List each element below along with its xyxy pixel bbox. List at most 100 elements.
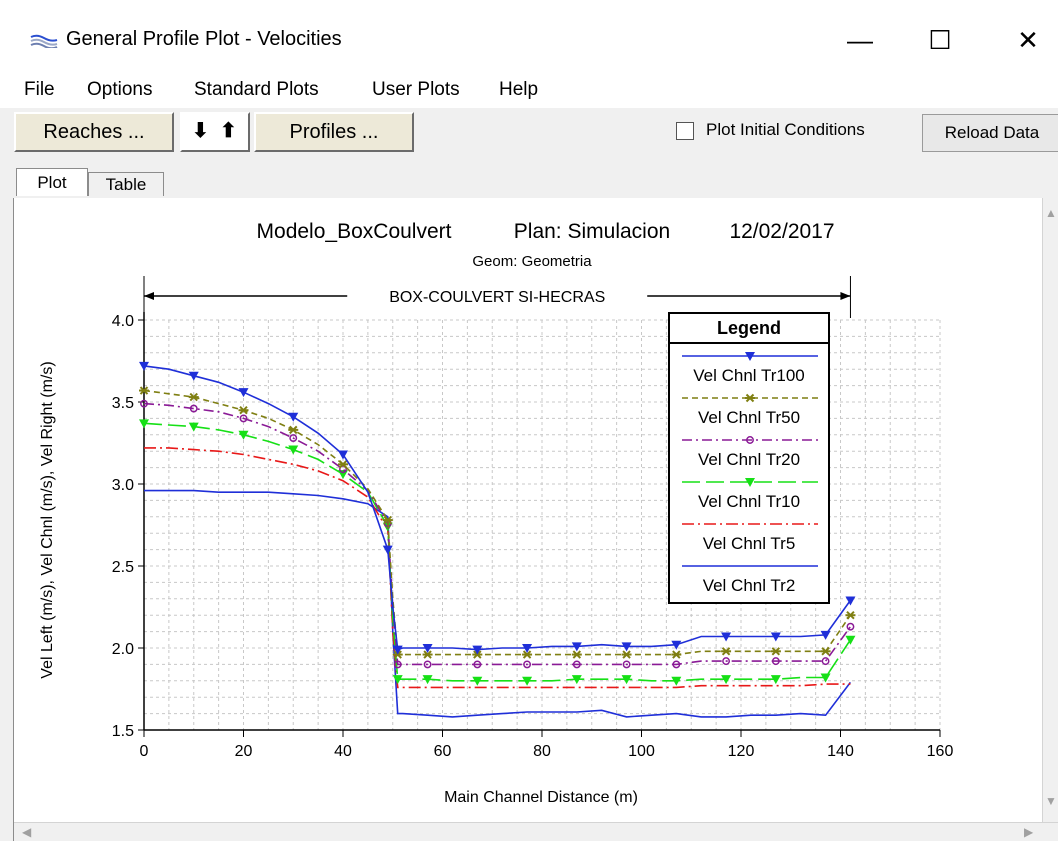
- legend-item-tr5: Vel Chnl Tr5: [674, 518, 824, 560]
- legend-item-tr20: Vel Chnl Tr20: [674, 434, 824, 476]
- star-stroke: [846, 610, 855, 620]
- data-point-tr10: [522, 676, 533, 686]
- x-tick-label: 80: [533, 743, 551, 760]
- minimize-button[interactable]: —: [847, 24, 873, 55]
- tab-plot[interactable]: Plot: [16, 168, 88, 196]
- legend-item-tr10: Vel Chnl Tr10: [674, 476, 824, 518]
- scroll-up-icon[interactable]: ▲: [1045, 206, 1057, 220]
- data-point-tr20: [339, 465, 347, 474]
- star-stroke: [622, 650, 631, 659]
- reach-arrow-right-icon: [840, 292, 851, 300]
- plot-initial-conditions-checkbox[interactable]: [676, 122, 694, 140]
- data-point-tr50: [338, 460, 348, 469]
- data-point-tr10: [472, 676, 483, 686]
- legend-label-tr50: Vel Chnl Tr50: [697, 408, 801, 427]
- data-point-tr10: [571, 675, 582, 685]
- menu-user-plots[interactable]: User Plots: [372, 79, 460, 100]
- series-line-tr100: [143, 365, 852, 651]
- data-point-tr50: [238, 405, 249, 415]
- data-point-tr100: [522, 644, 533, 653]
- series-tr2: [144, 489, 852, 718]
- x-tick-label: 60: [434, 743, 452, 760]
- data-point-tr10: [770, 675, 781, 685]
- series-line-tr5: [144, 447, 851, 689]
- legend-swatch-tr5: [682, 523, 818, 525]
- data-point-tr20: [393, 660, 402, 669]
- data-point-tr100: [721, 632, 732, 642]
- data-point-tr10: [845, 635, 856, 645]
- star-stroke: [239, 405, 248, 415]
- data-point-tr10: [188, 422, 199, 432]
- data-point-tr100: [820, 630, 831, 640]
- data-point-tr20: [672, 660, 681, 669]
- chart-title-project: Modelo_BoxCoulvert: [257, 220, 452, 243]
- star-stroke: [672, 650, 681, 659]
- reach-arrow-left-icon: [144, 292, 154, 300]
- x-axis-label: Main Channel Distance (m): [444, 789, 638, 806]
- tab-table[interactable]: Table: [88, 172, 164, 196]
- menu-options[interactable]: Options: [87, 79, 153, 100]
- data-point-tr100: [382, 545, 393, 555]
- menu-standard-plots[interactable]: Standard Plots: [194, 79, 319, 100]
- menu-help[interactable]: Help: [499, 79, 539, 100]
- menu-file[interactable]: File: [24, 79, 55, 100]
- profiles-button[interactable]: Profiles ...: [254, 112, 414, 152]
- legend-item-tr50: Vel Chnl Tr50: [674, 392, 824, 434]
- y-tick-label: 4.0: [112, 313, 134, 330]
- star-stroke: [289, 425, 298, 435]
- data-point-tr100: [472, 645, 483, 655]
- legend-marker-tr20: [746, 436, 754, 444]
- chart-title-date: 12/02/2017: [729, 220, 834, 243]
- data-point-tr10: [338, 470, 348, 480]
- scroll-left-icon[interactable]: ◀: [22, 825, 32, 839]
- toolbar: [0, 108, 1058, 160]
- data-point-tr10: [238, 430, 249, 440]
- legend-item-tr100: Vel Chnl Tr100: [674, 350, 824, 392]
- reload-data-button[interactable]: Reload Data: [922, 114, 1058, 152]
- data-point-tr20: [189, 404, 198, 413]
- reaches-button[interactable]: Reaches ...: [14, 112, 174, 152]
- horizontal-scrollbar[interactable]: ◀ ▶: [14, 822, 1058, 841]
- data-point-tr50: [288, 425, 299, 435]
- star-stroke: [572, 650, 582, 659]
- legend-marker-tr50: [745, 393, 755, 403]
- data-point-tr100: [392, 645, 403, 655]
- data-point-tr100: [422, 644, 433, 653]
- plot-initial-conditions-label: Plot Initial Conditions: [706, 120, 865, 139]
- x-tick-label: 0: [140, 743, 149, 760]
- data-point-tr20: [771, 657, 780, 666]
- scroll-down-icon[interactable]: ▼: [1045, 794, 1057, 808]
- data-point-tr20: [821, 657, 830, 666]
- star-stroke: [745, 393, 755, 403]
- data-point-tr100: [338, 450, 348, 460]
- data-point-tr50: [770, 647, 781, 656]
- data-point-tr10: [392, 675, 403, 685]
- move-down-icon[interactable]: ⬇: [192, 120, 209, 142]
- x-tick-label: 120: [728, 743, 755, 760]
- vertical-scrollbar[interactable]: ▲ ▼: [1042, 198, 1058, 822]
- move-up-icon[interactable]: ⬆: [220, 120, 237, 142]
- legend-swatch-tr20: [682, 436, 818, 444]
- data-point-tr100: [621, 642, 632, 652]
- star-stroke: [423, 650, 432, 659]
- data-point-tr20: [289, 434, 298, 443]
- y-axis-label: Vel Left (m/s), Vel Chnl (m/s), Vel Righ…: [39, 361, 56, 678]
- chart-subtitle: Geom: Geometria: [472, 253, 592, 270]
- legend-marker-tr100: [745, 352, 755, 361]
- data-point-tr10: [671, 676, 682, 686]
- legend-label-tr2: Vel Chnl Tr2: [702, 576, 796, 595]
- data-point-tr50: [671, 650, 682, 659]
- reach-order-buttons: ⬇ ⬆: [180, 112, 250, 152]
- data-point-tr20: [523, 660, 532, 669]
- series-line-tr2: [144, 489, 852, 718]
- data-point-tr50: [139, 386, 149, 395]
- data-point-tr20: [572, 660, 581, 669]
- maximize-button[interactable]: ☐: [928, 24, 952, 55]
- close-button[interactable]: ✕: [1017, 24, 1039, 55]
- app-icon: [30, 34, 58, 53]
- star-stroke: [189, 392, 198, 402]
- window-title: General Profile Plot - Velocities: [66, 28, 342, 50]
- scroll-right-icon[interactable]: ▶: [1024, 825, 1034, 839]
- data-point-tr10: [422, 675, 433, 685]
- data-point-tr50: [382, 515, 393, 525]
